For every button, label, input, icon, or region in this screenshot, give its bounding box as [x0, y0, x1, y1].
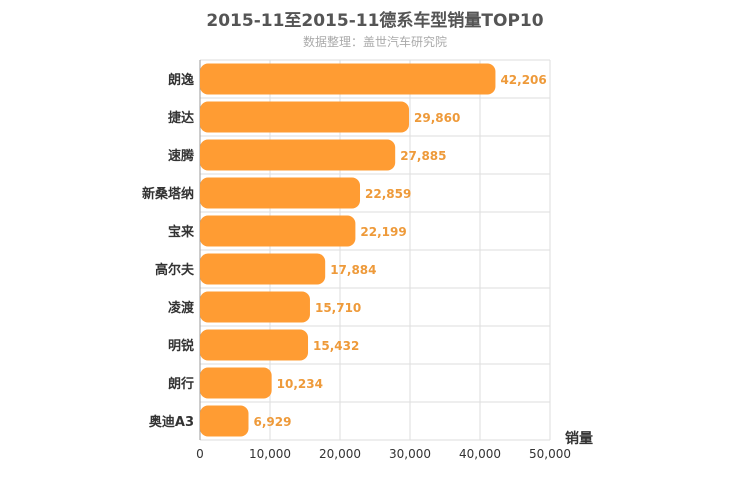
category-label: 宝来 [168, 224, 195, 240]
bar[interactable] [200, 139, 396, 171]
category-label: 朗行 [168, 376, 194, 392]
bar[interactable] [200, 291, 310, 323]
data-label: 15,710 [315, 301, 361, 315]
bar[interactable] [200, 253, 326, 285]
data-label: 22,859 [365, 187, 411, 201]
chart-title: 2015-11至2015-11德系车型销量TOP10 [206, 11, 544, 31]
chart-subtitle: 数据整理：盖世汽车研究院 [302, 35, 447, 49]
category-label: 奥迪A3 [149, 414, 194, 430]
data-label: 15,432 [313, 339, 359, 353]
bar[interactable] [200, 101, 410, 133]
x-tick-label: 10,000 [249, 447, 291, 461]
data-label: 29,860 [414, 111, 460, 125]
x-tick-label: 30,000 [389, 447, 431, 461]
category-label: 高尔夫 [155, 262, 195, 278]
x-tick-label: 50,000 [529, 447, 571, 461]
data-label: 6,929 [254, 415, 292, 429]
x-tick-label: 40,000 [459, 447, 501, 461]
bar[interactable] [200, 215, 356, 247]
bar[interactable] [200, 329, 309, 361]
bar[interactable] [200, 367, 272, 399]
data-label: 10,234 [277, 377, 323, 391]
category-label: 凌渡 [168, 300, 195, 316]
data-label: 22,199 [360, 225, 406, 239]
bar[interactable] [200, 177, 361, 209]
data-label: 17,884 [330, 263, 376, 277]
data-label: 42,206 [500, 73, 546, 87]
x-tick-label: 20,000 [319, 447, 361, 461]
bar[interactable] [200, 405, 249, 437]
bar[interactable] [200, 63, 496, 95]
x-axis-title: 销量 [565, 430, 593, 447]
category-label: 朗逸 [168, 72, 194, 88]
x-tick-label: 0 [196, 447, 204, 461]
category-label: 新桑塔纳 [142, 186, 194, 202]
category-label: 速腾 [168, 148, 195, 164]
category-label: 明锐 [168, 338, 194, 354]
data-label: 27,885 [400, 149, 446, 163]
category-label: 捷达 [168, 110, 194, 126]
